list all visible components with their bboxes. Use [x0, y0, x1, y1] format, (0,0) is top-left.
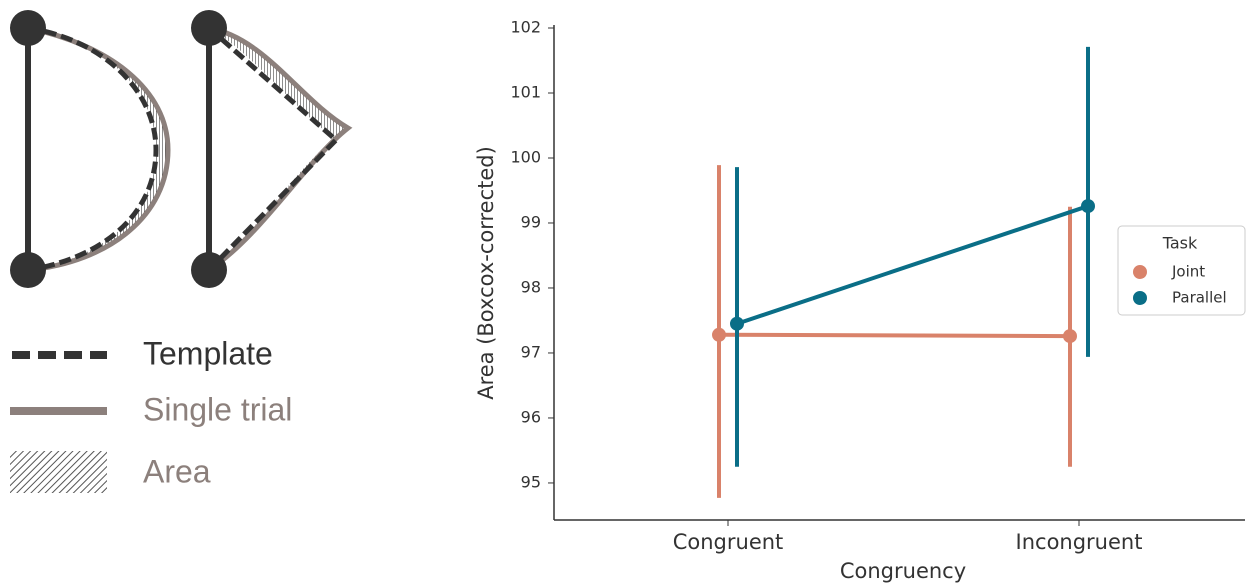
- node: [191, 252, 227, 288]
- node: [191, 10, 227, 46]
- single-trial: [28, 28, 168, 270]
- diagram-legend: Template Single trial Area: [10, 335, 292, 493]
- y-tick-label: 96: [521, 407, 541, 426]
- point: [1063, 329, 1077, 343]
- node: [10, 252, 46, 288]
- series-line: [737, 206, 1088, 324]
- series-line: [719, 335, 1070, 336]
- legend-label: Template: [143, 335, 273, 371]
- diagram: [10, 10, 348, 288]
- template: [28, 28, 156, 270]
- legend-marker: [1133, 291, 1147, 305]
- y-tick-label: 95: [521, 472, 541, 491]
- y-tick-label: 101: [510, 82, 541, 101]
- legend-marker: [1133, 265, 1147, 279]
- y-tick-label: 99: [521, 212, 541, 231]
- y-tick-label: 98: [521, 277, 541, 296]
- x-tick-label: Congruent: [673, 530, 784, 554]
- y-tick-label: 102: [510, 17, 541, 36]
- legend-label: Single trial: [143, 391, 292, 427]
- y-axis-label: Area (Boxcox-corrected): [474, 146, 498, 400]
- x-tick-label: Incongruent: [1016, 530, 1143, 554]
- figure: Template Single trial Area Congruency Ar…: [0, 0, 1248, 587]
- x-axis-label: Congruency: [840, 559, 966, 583]
- legend-label: Area: [143, 453, 211, 489]
- node: [10, 10, 46, 46]
- point: [712, 328, 726, 342]
- point: [1081, 199, 1095, 213]
- legend-label: Joint: [1171, 263, 1205, 281]
- point: [730, 317, 744, 331]
- legend-title: Task: [1162, 234, 1198, 253]
- legend-label: Parallel: [1172, 289, 1227, 307]
- y-tick-label: 100: [510, 147, 541, 166]
- legend-area: [10, 451, 107, 493]
- y-tick-label: 97: [521, 342, 541, 361]
- area-hatch: [28, 28, 166, 270]
